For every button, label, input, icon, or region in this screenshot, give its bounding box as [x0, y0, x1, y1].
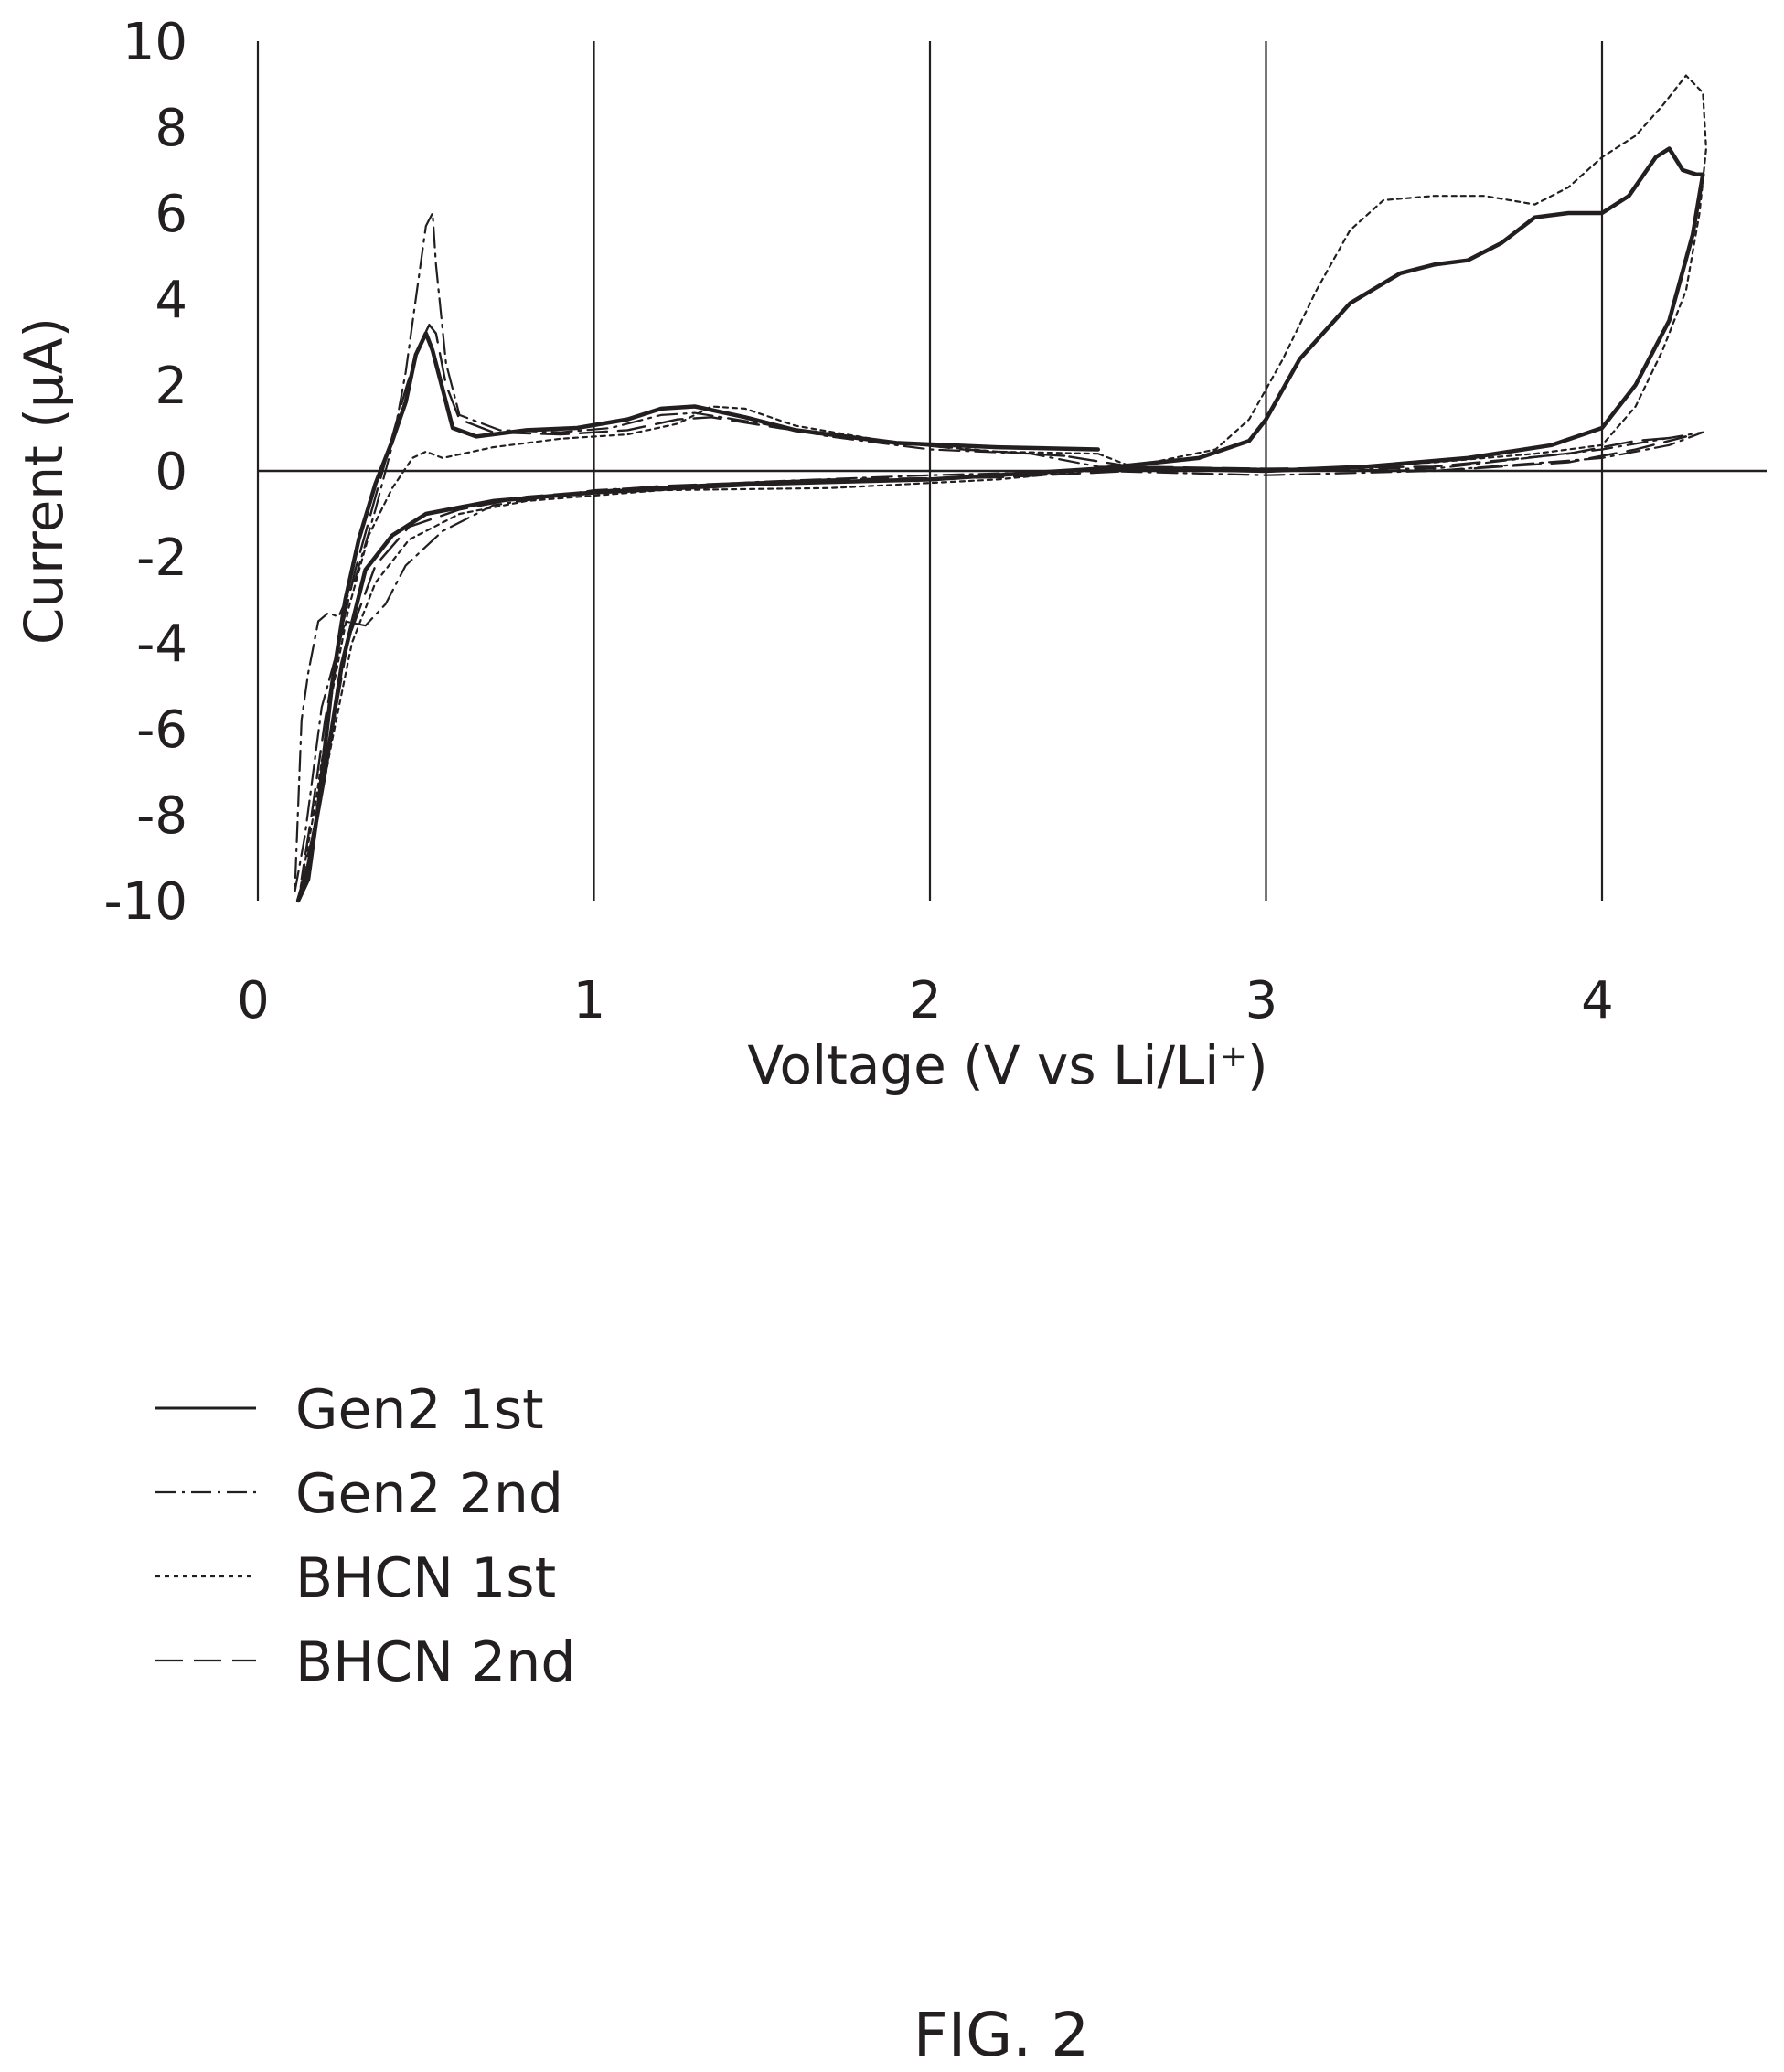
y-tick-label: 4: [155, 271, 187, 330]
x-tick-label: 1: [573, 971, 606, 1031]
y-tick-label: -4: [136, 614, 187, 674]
legend-item: BHCN 1st: [155, 1546, 556, 1610]
x-tick-label: 3: [1245, 971, 1278, 1031]
x-axis-title: Voltage (V vs Li/Li⁺): [747, 1034, 1267, 1096]
y-tick-label: -2: [136, 529, 187, 588]
y-tick-label: 6: [155, 185, 187, 244]
series-line-gen2-1st: [295, 146, 1705, 903]
chart-legend: Gen2 1st Gen2 2nd BHCN 1st BHCN 2nd: [155, 1378, 575, 1694]
y-tick-label: 2: [155, 357, 187, 416]
legend-item: Gen2 2nd: [155, 1462, 563, 1526]
y-axis-title: Current (μA): [13, 317, 75, 645]
x-tick-label: 2: [909, 971, 942, 1031]
legend-label: Gen2 2nd: [295, 1462, 563, 1526]
figure-caption: FIG. 2: [913, 2000, 1090, 2070]
legend-item: Gen2 1st: [155, 1378, 544, 1442]
y-tick-labels: 10 8 6 4 2 0 -2 -4 -6 -8 -10: [104, 13, 187, 932]
y-tick-label: 10: [123, 13, 187, 72]
x-tick-label: 4: [1581, 971, 1614, 1031]
series-line-bhcn-2nd: [300, 324, 1688, 881]
series-line-gen2-2nd: [294, 211, 1704, 893]
x-tick-label: 0: [237, 971, 270, 1031]
y-tick-label: -8: [136, 786, 187, 846]
series-line-bhcn-1st: [297, 74, 1707, 902]
y-tick-label: 0: [155, 443, 187, 502]
chart-series-layer: [294, 74, 1707, 903]
y-tick-label: 8: [155, 99, 187, 158]
y-tick-label: -10: [104, 872, 187, 932]
x-tick-labels: 0 1 2 3 4: [237, 971, 1614, 1031]
legend-label: Gen2 1st: [295, 1378, 544, 1442]
y-tick-label: -6: [136, 700, 187, 760]
legend-item: BHCN 2nd: [155, 1630, 575, 1694]
legend-label: BHCN 2nd: [295, 1630, 575, 1694]
legend-label: BHCN 1st: [295, 1546, 556, 1610]
